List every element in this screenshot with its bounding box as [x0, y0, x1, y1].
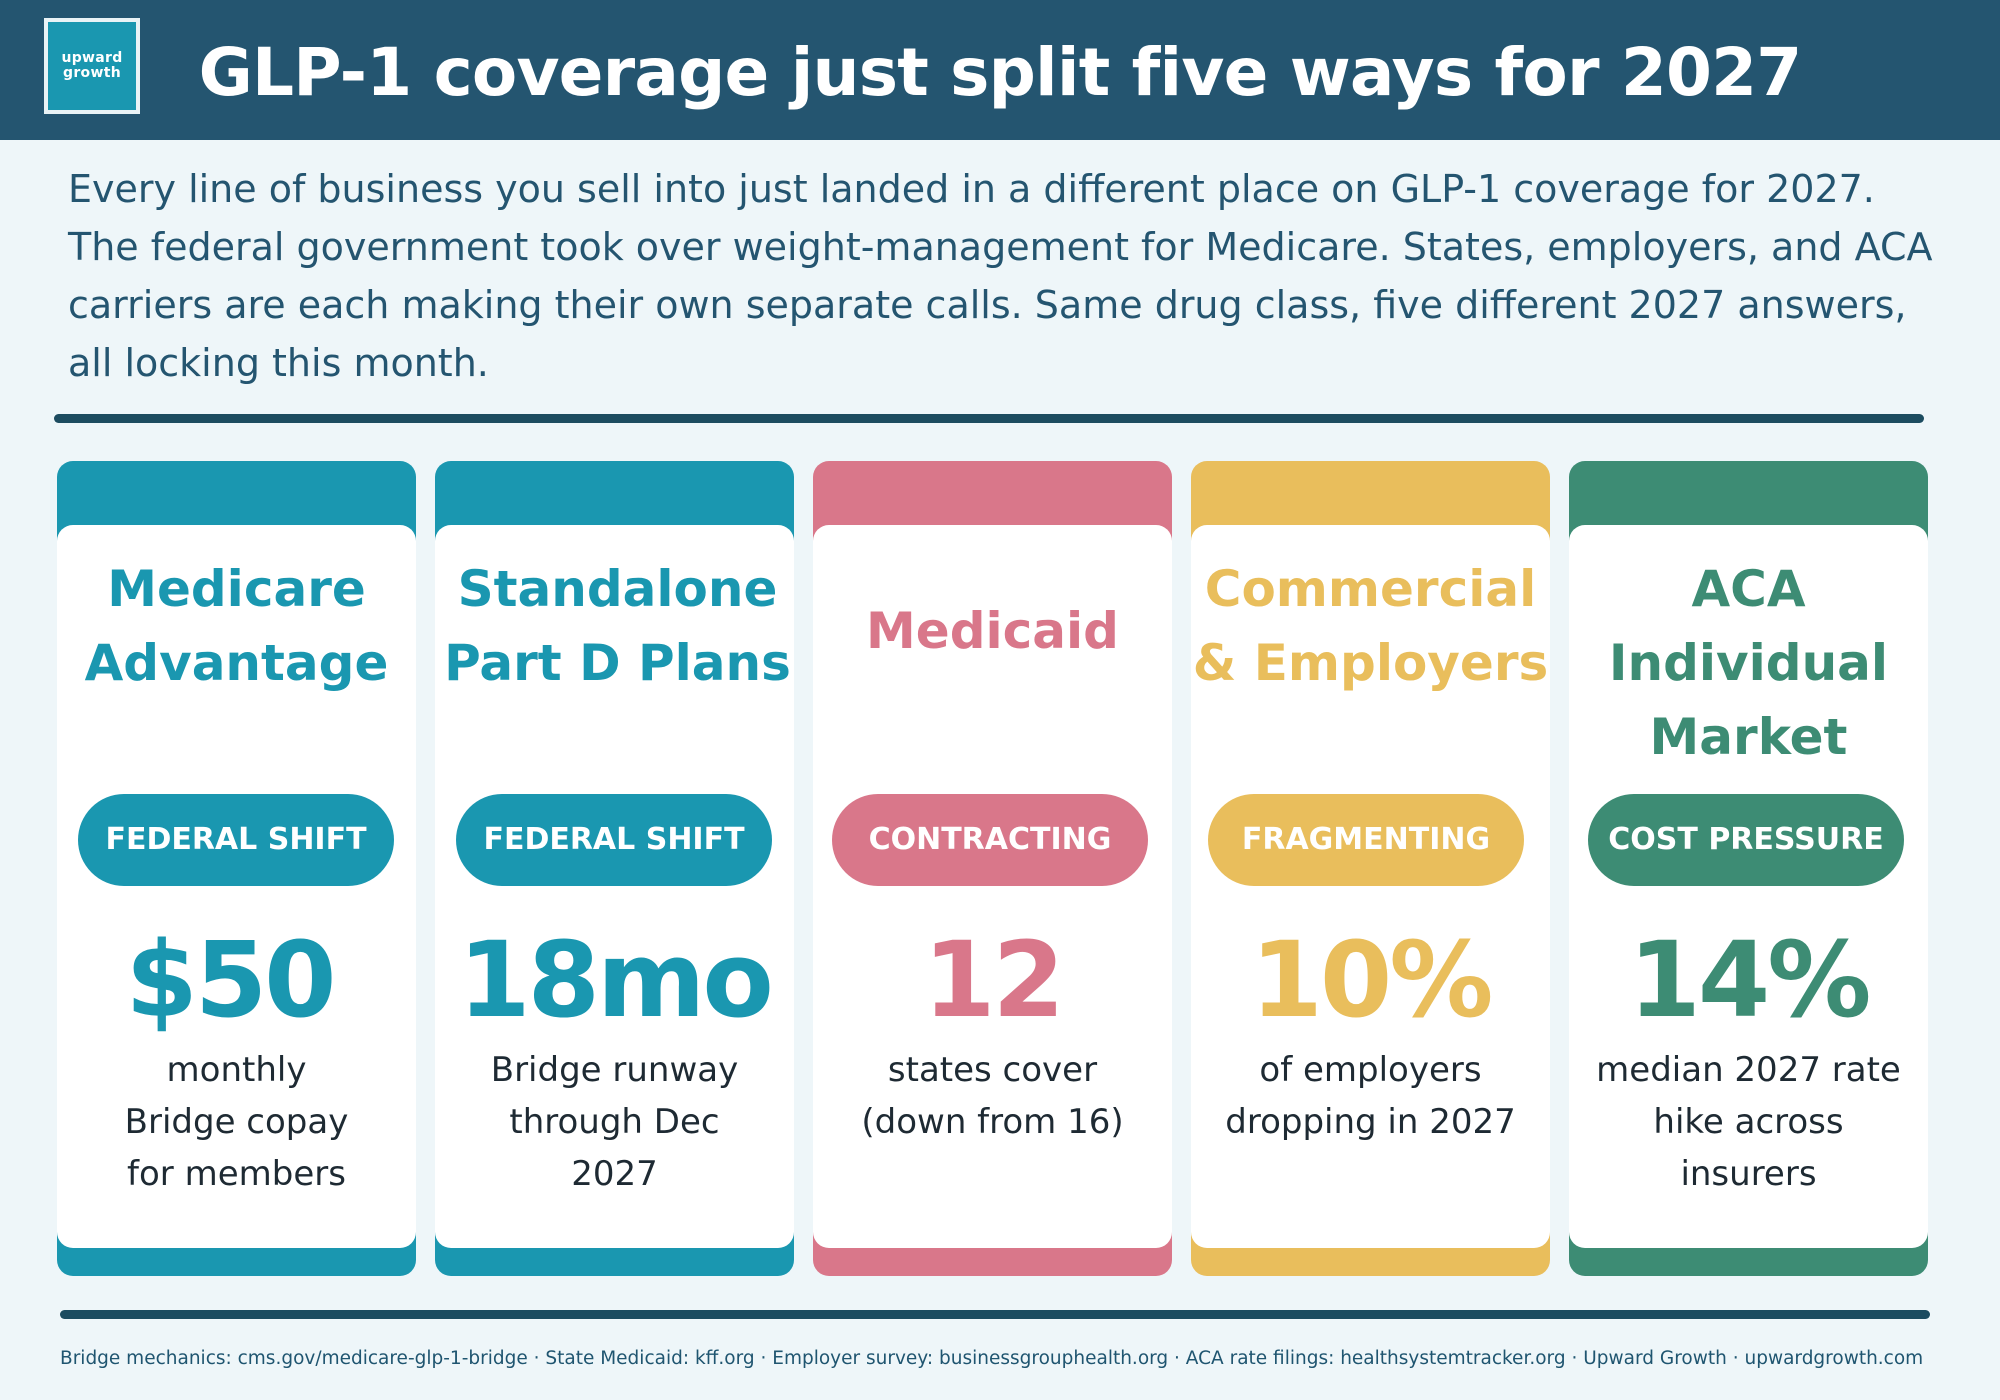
stat-value: 18mo — [458, 919, 774, 1041]
card-title-line: ACA — [1691, 560, 1806, 618]
card-title-line: Individual — [1608, 634, 1889, 692]
page-title: GLP-1 coverage just split five ways for … — [198, 34, 1803, 111]
bottom-divider — [60, 1310, 1930, 1319]
stat-desc-line: dropping in 2027 — [1225, 1102, 1516, 1142]
card-body — [1191, 525, 1550, 1248]
status-badge: FEDERAL SHIFT — [78, 794, 394, 886]
stat-value: $50 — [125, 919, 336, 1041]
stat-desc-line: of employers — [1259, 1050, 1482, 1090]
stat-value: 14% — [1628, 919, 1872, 1041]
logo-text-line2: growth — [63, 65, 121, 81]
stat-desc-line: through Dec — [509, 1102, 720, 1142]
card-title-line: Standalone — [457, 560, 778, 618]
stat-value: 10% — [1250, 919, 1494, 1041]
status-badge: FRAGMENTING — [1208, 794, 1524, 886]
card-title-line: & Employers — [1192, 634, 1549, 692]
card-title-line: Part D Plans — [444, 634, 791, 692]
footer-sources: Bridge mechanics: cms.gov/medicare-glp-1… — [60, 1348, 1924, 1369]
card-body — [1569, 525, 1928, 1248]
stat-desc-line: median 2027 rate — [1596, 1050, 1901, 1090]
card-title-line: Medicare — [107, 560, 366, 618]
intro-paragraph: Every line of business you sell into jus… — [68, 167, 1933, 385]
stat-desc-line: for members — [127, 1154, 346, 1194]
status-badge: CONTRACTING — [832, 794, 1148, 886]
logo-text-line1: upward — [61, 50, 123, 66]
card-title-line: Market — [1649, 708, 1848, 766]
card-title-line: Advantage — [84, 634, 389, 692]
status-badge: COST PRESSURE — [1588, 794, 1904, 886]
stat-desc-line: Bridge copay — [124, 1102, 349, 1142]
card-title-line: Medicaid — [866, 602, 1119, 660]
card-body — [813, 525, 1172, 1248]
header-bar — [0, 0, 2000, 140]
stat-desc-line: 2027 — [571, 1154, 658, 1194]
stat-desc-line: monthly — [166, 1050, 307, 1090]
stat-desc-line: (down from 16) — [861, 1102, 1124, 1142]
stat-desc-line: hike across insurers — [1653, 1102, 1844, 1194]
stat-value: 12 — [923, 919, 1065, 1041]
brand-logo: upward growth — [44, 18, 140, 114]
stat-desc-line: states cover — [887, 1050, 1098, 1090]
stat-desc-line: Bridge runway — [490, 1050, 739, 1090]
card-title-line: Commercial — [1204, 560, 1537, 618]
status-badge: FEDERAL SHIFT — [456, 794, 772, 886]
top-divider — [54, 414, 1924, 423]
card-body — [57, 525, 416, 1248]
card-body — [435, 525, 794, 1248]
